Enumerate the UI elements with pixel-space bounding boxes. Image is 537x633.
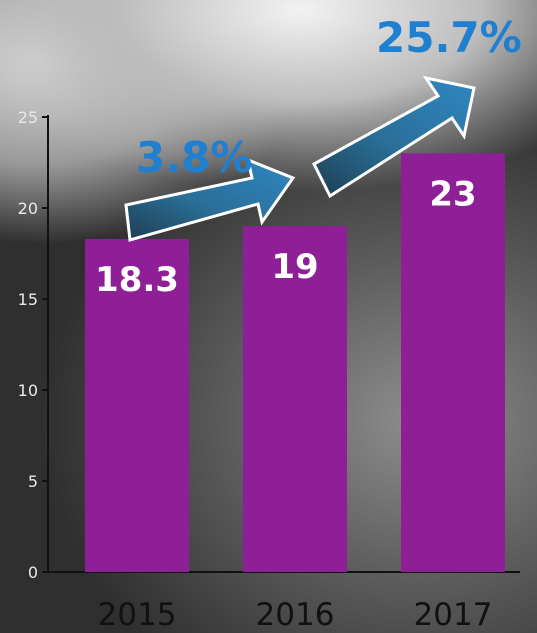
y-tick-label: 10: [18, 381, 38, 400]
x-tick-label: 2017: [414, 597, 493, 633]
y-tick-label: 20: [18, 199, 38, 218]
arrows-layer: [124, 75, 476, 242]
growth-label: 25.7%: [376, 13, 522, 62]
growth-label: 3.8%: [136, 133, 252, 182]
bar-value-label: 18.3: [95, 260, 179, 300]
growth-arrow: [124, 157, 296, 242]
y-tick-label: 25: [18, 108, 38, 127]
x-tick-label: 2015: [98, 597, 177, 633]
bar-2016: [243, 226, 347, 572]
bar-value-label: 19: [271, 247, 318, 287]
bars-layer: [85, 153, 505, 572]
bar-value-label: 23: [429, 174, 476, 214]
y-tick-label: 5: [28, 472, 38, 491]
x-tick-label: 2016: [256, 597, 335, 633]
y-tick-label: 15: [18, 290, 38, 309]
bar-2015: [85, 238, 189, 572]
bar-2017: [401, 153, 505, 572]
growth-arrow: [312, 75, 476, 199]
labels-layer: 18.3 2015 19 2016 23 2017 3.8% 25.7%: [95, 13, 522, 633]
y-tick-label: 0: [28, 563, 38, 582]
